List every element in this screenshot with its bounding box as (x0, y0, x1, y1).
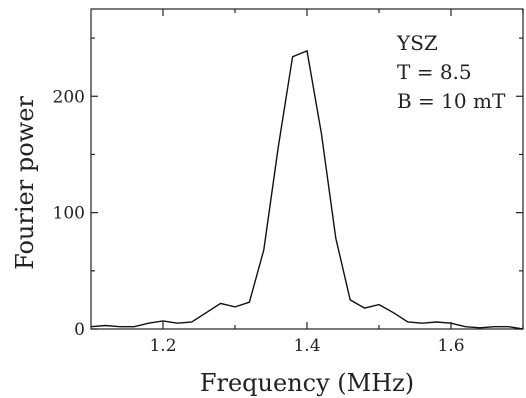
series-group (90, 49, 524, 330)
axis-ticks (91, 9, 524, 330)
annotation-material: YSZ (396, 31, 438, 55)
y-tick-label-0: 0 (74, 320, 85, 340)
x-tick-label-0: 1.2 (149, 336, 176, 356)
tick-labels: 1.2 1.4 1.6 0 100 200 (53, 87, 465, 356)
x-tick-label-1: 1.4 (293, 336, 320, 356)
y-axis-label: Fourier power (11, 96, 39, 270)
x-axis-label: Frequency (MHz) (200, 369, 414, 397)
series-line-0 (90, 49, 524, 330)
plot-frame (90, 8, 524, 330)
y-tick-label-2: 200 (53, 87, 85, 107)
x-tick-label-2: 1.6 (437, 336, 464, 356)
y-tick-label-1: 100 (53, 204, 85, 224)
annotation-temperature: T = 8.5 (397, 60, 472, 84)
annotation-field: B = 10 mT (397, 89, 506, 113)
